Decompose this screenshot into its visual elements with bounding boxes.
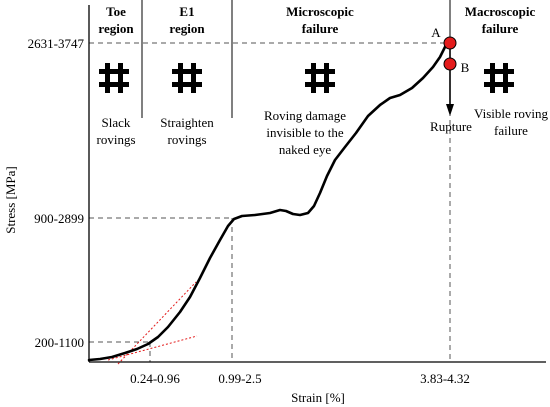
region-title: Microscopic — [286, 4, 354, 19]
rupture-arrowhead — [446, 104, 454, 116]
point-a-marker — [443, 36, 457, 50]
region-description: Slack — [102, 115, 131, 130]
region-title: E1 — [179, 4, 194, 19]
region-title: region — [98, 21, 134, 36]
fabric-weave-icon — [99, 63, 129, 93]
region-description: failure — [494, 123, 528, 138]
region-description: rovings — [168, 132, 207, 147]
region-description: Straighten — [160, 115, 214, 130]
x-tick-label: 3.83-4.32 — [420, 371, 470, 386]
region-description: rovings — [97, 132, 136, 147]
region-description: invisible to the — [266, 125, 344, 140]
x-tick-label: 0.99-2.5 — [218, 371, 261, 386]
y-tick-label: 200-1100 — [35, 335, 84, 350]
region-title: Macroscopic — [465, 4, 536, 19]
y-axis-label: Stress [MPa] — [3, 166, 18, 234]
y-tick-label: 900-2899 — [34, 211, 84, 226]
rupture-label: Rupture — [430, 119, 472, 134]
fabric-weave-icon — [172, 63, 202, 93]
tangent-line-steep — [117, 281, 197, 365]
point-b-marker — [443, 57, 457, 71]
y-tick-label: 2631-3747 — [28, 36, 85, 51]
x-tick-label: 0.24-0.96 — [130, 371, 180, 386]
region-title: region — [169, 21, 205, 36]
region-title: failure — [302, 21, 339, 36]
x-axis-label: Strain [%] — [291, 390, 345, 405]
fabric-weave-icon — [484, 63, 514, 93]
region-title: failure — [482, 21, 519, 36]
guide-lines — [89, 42, 451, 362]
region-description: Roving damage — [264, 108, 346, 123]
point-a-label: A — [431, 25, 441, 40]
region-description: Visible roving — [474, 106, 548, 121]
point-b-label: B — [461, 60, 470, 75]
region-description: naked eye — [279, 142, 332, 157]
tangent-line-shallow — [107, 335, 198, 361]
fabric-weave-icon — [305, 63, 335, 93]
tangent-lines — [107, 281, 198, 365]
region-title: Toe — [106, 4, 126, 19]
stress-strain-curve — [87, 41, 451, 362]
